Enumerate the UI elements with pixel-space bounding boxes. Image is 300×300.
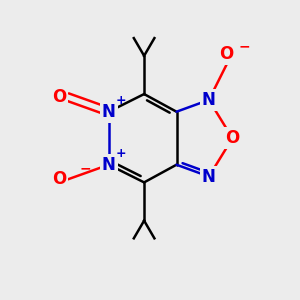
Text: N: N	[102, 156, 116, 174]
Text: N: N	[102, 103, 116, 121]
Text: +: +	[116, 94, 127, 107]
Text: −: −	[80, 161, 91, 175]
Text: O: O	[219, 45, 234, 63]
Text: O: O	[52, 88, 66, 106]
Text: O: O	[52, 170, 66, 188]
Text: −: −	[238, 39, 250, 53]
Text: N: N	[202, 91, 216, 109]
Text: O: O	[225, 129, 240, 147]
Text: N: N	[202, 167, 216, 185]
Text: +: +	[116, 147, 127, 160]
